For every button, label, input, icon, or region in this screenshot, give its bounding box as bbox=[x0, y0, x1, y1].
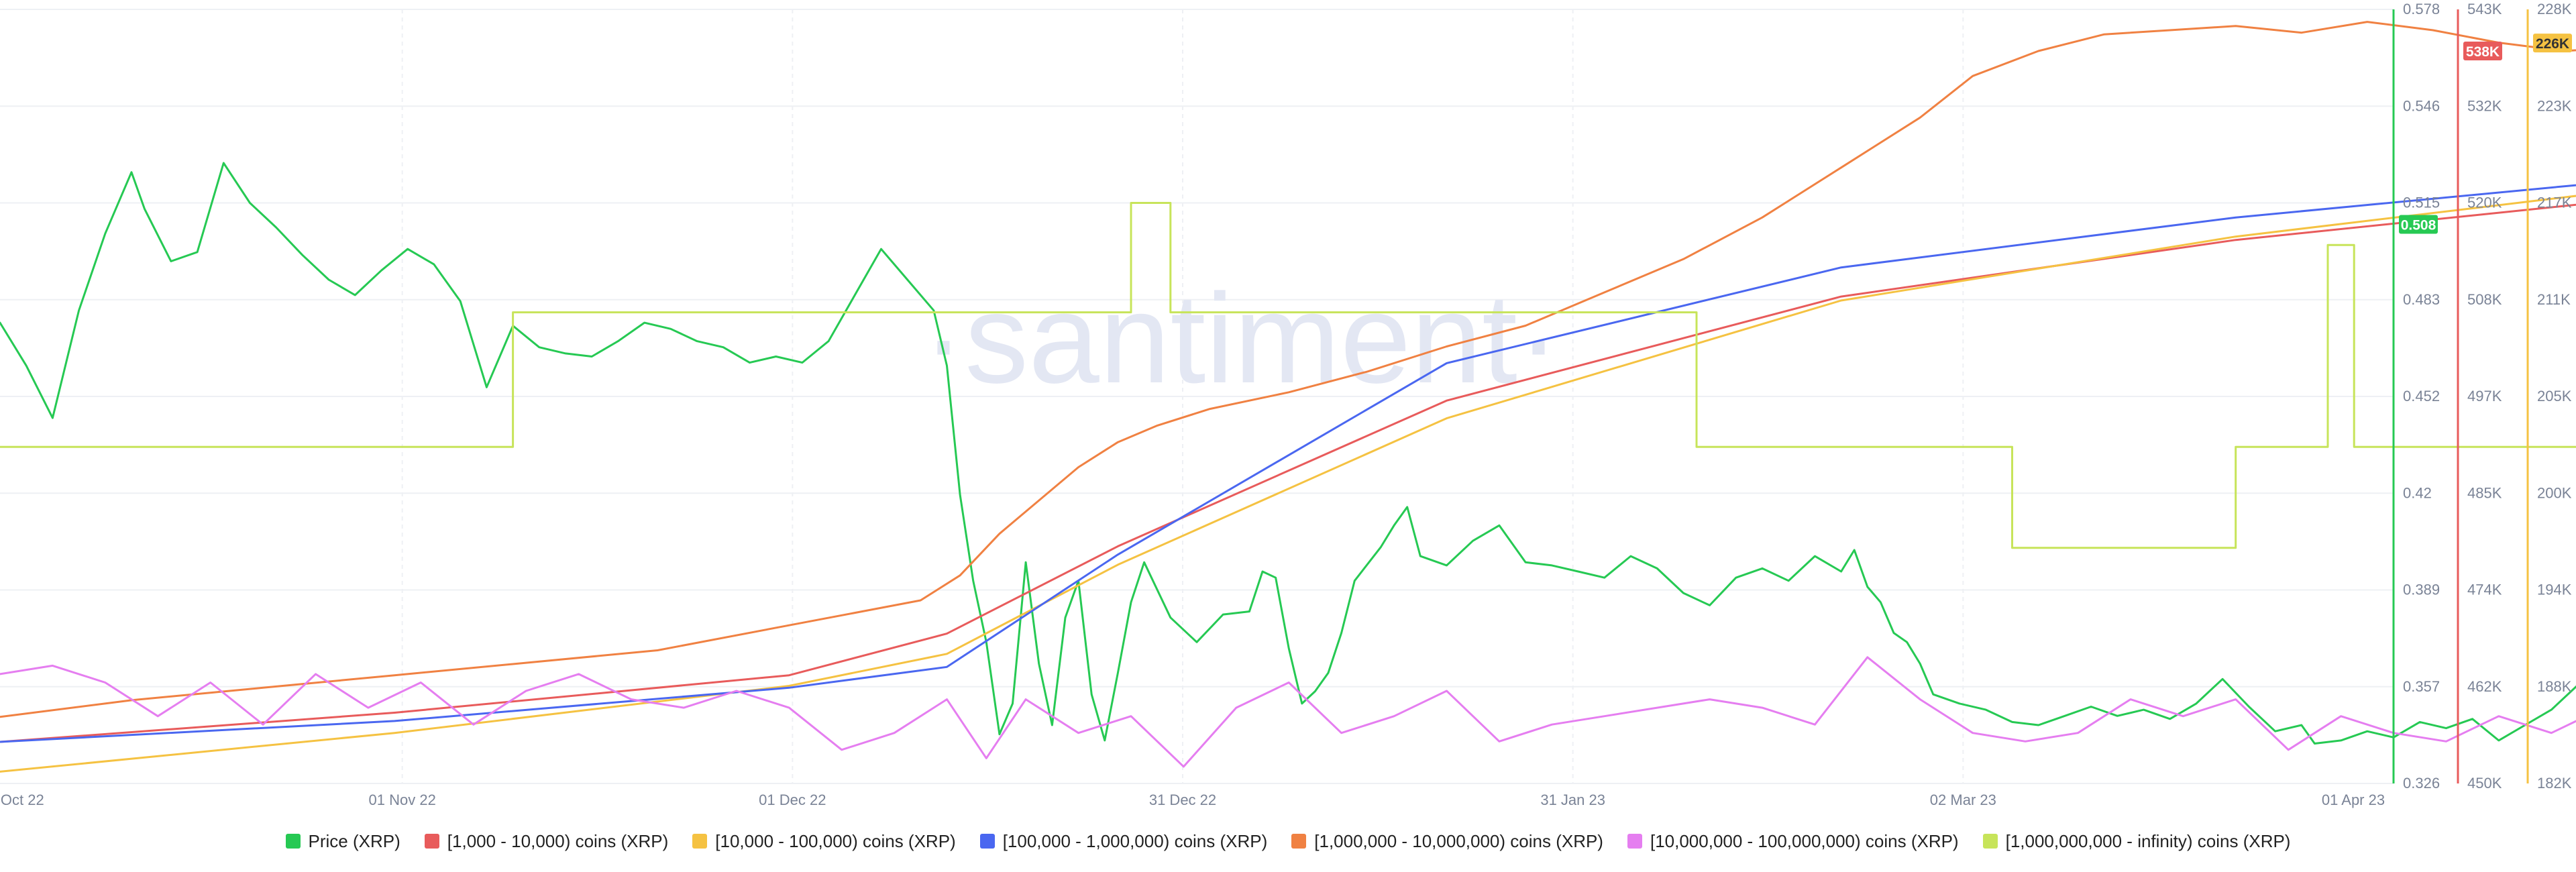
y-tick-label-mid: 450K bbox=[2467, 775, 2502, 792]
legend-label: [1,000 - 10,000) coins (XRP) bbox=[447, 830, 669, 851]
y-tick-label-small: 200K bbox=[2537, 484, 2572, 501]
legend-swatch bbox=[1291, 834, 1307, 849]
x-tick-label: 01 Dec 22 bbox=[759, 792, 826, 808]
series-line bbox=[0, 202, 2576, 549]
y-tick-label-mid: 462K bbox=[2467, 678, 2502, 695]
y-tick-label-price: 0.483 bbox=[2403, 291, 2440, 308]
legend-label: [10,000 - 100,000) coins (XRP) bbox=[715, 830, 956, 851]
legend-item[interactable]: [10,000,000 - 100,000,000) coins (XRP) bbox=[1627, 831, 1959, 852]
legend-label: [100,000 - 1,000,000) coins (XRP) bbox=[1002, 830, 1268, 851]
santiment-watermark: ·santiment· bbox=[922, 268, 1560, 410]
legend-item[interactable]: [1,000 - 10,000) coins (XRP) bbox=[424, 830, 669, 852]
series-line bbox=[0, 162, 2576, 745]
y-tick-label-price: 0.42 bbox=[2403, 484, 2432, 501]
legend-item[interactable]: [1,000,000,000 - infinity) coins (XRP) bbox=[1982, 830, 2291, 852]
chart-legend: Price (XRP) [1,000 - 10,000) coins (XRP) [… bbox=[0, 826, 2576, 856]
y-tick-label-small: 182K bbox=[2537, 775, 2572, 792]
y-tick-label-small: 188K bbox=[2537, 678, 2572, 695]
y-tick-label-small: 228K bbox=[2537, 1, 2572, 17]
y-tick-label-price: 0.578 bbox=[2403, 1, 2440, 17]
y-tick-label-mid: 543K bbox=[2467, 1, 2502, 17]
chart-svg: ·santiment· 01 Oct 22 01 Nov 22 01 Dec 22 3… bbox=[0, 1, 2576, 808]
series-group bbox=[0, 21, 2576, 773]
legend-swatch bbox=[424, 834, 439, 849]
legend-swatch bbox=[692, 834, 708, 849]
legend-swatch bbox=[285, 834, 301, 849]
grid bbox=[0, 9, 2394, 784]
y-tick-label-mid: 508K bbox=[2467, 291, 2502, 308]
y-tick-label-price: 0.546 bbox=[2403, 97, 2440, 114]
current-value-badge-mid bbox=[2463, 42, 2502, 61]
x-tick-label: 31 Jan 23 bbox=[1540, 792, 1605, 808]
x-tick-label: 01 Nov 22 bbox=[369, 792, 436, 808]
series-line bbox=[0, 656, 2576, 768]
series-line bbox=[0, 184, 2576, 743]
current-value-badge-small bbox=[2533, 34, 2572, 53]
x-tick-label: 02 Mar 23 bbox=[1930, 792, 1996, 808]
y-tick-label-price: 0.452 bbox=[2403, 388, 2440, 404]
y-tick-label-price: 0.326 bbox=[2403, 775, 2440, 792]
y-tick-label-price: 0.389 bbox=[2403, 582, 2440, 598]
y-tick-label-small: 211K bbox=[2537, 291, 2571, 308]
y-tick-label-mid: 520K bbox=[2467, 195, 2502, 211]
legend-swatch bbox=[979, 834, 995, 849]
x-tick-label: 01 Oct 22 bbox=[0, 792, 44, 808]
legend-item[interactable]: [100,000 - 1,000,000) coins (XRP) bbox=[979, 830, 1268, 852]
legend-item[interactable]: [1,000,000 - 10,000,000) coins (XRP) bbox=[1291, 831, 1603, 852]
y-tick-label-mid: 474K bbox=[2467, 582, 2502, 598]
y-tick-label-mid: 532K bbox=[2467, 97, 2502, 114]
y-tick-label-mid: 497K bbox=[2467, 388, 2502, 404]
legend-label: [10,000,000 - 100,000,000) coins (XRP) bbox=[1650, 830, 1959, 851]
legend-label: [1,000,000,000 - infinity) coins (XRP) bbox=[2005, 830, 2291, 851]
y-tick-label-price: 0.515 bbox=[2403, 195, 2440, 211]
y-tick-label-small: 217K bbox=[2537, 195, 2572, 211]
current-value-label-mid: 538K bbox=[2466, 44, 2500, 60]
y-tick-label-price: 0.357 bbox=[2403, 678, 2440, 695]
series-line bbox=[0, 21, 2576, 718]
x-tick-label: 31 Dec 22 bbox=[1149, 792, 1216, 808]
y-tick-label-small: 205K bbox=[2537, 388, 2572, 404]
legend-swatch bbox=[1627, 834, 1642, 849]
legend-label: Price (XRP) bbox=[308, 830, 400, 851]
current-value-badge-price bbox=[2399, 215, 2438, 234]
y-tick-label-mid: 485K bbox=[2467, 484, 2502, 501]
legend-swatch bbox=[1982, 834, 1998, 849]
y-tick-label-small: 194K bbox=[2537, 582, 2572, 598]
series-line bbox=[0, 195, 2576, 773]
y-tick-label-small: 223K bbox=[2537, 97, 2572, 114]
legend-item[interactable]: Price (XRP) bbox=[285, 830, 400, 852]
current-value-label-price: 0.508 bbox=[2401, 218, 2436, 233]
current-value-label-small: 226K bbox=[2536, 36, 2569, 52]
legend-item[interactable]: [10,000 - 100,000) coins (XRP) bbox=[692, 830, 956, 852]
legend-label: [1,000,000 - 10,000,000) coins (XRP) bbox=[1314, 830, 1603, 851]
x-tick-label: 01 Apr 23 bbox=[2322, 792, 2385, 808]
